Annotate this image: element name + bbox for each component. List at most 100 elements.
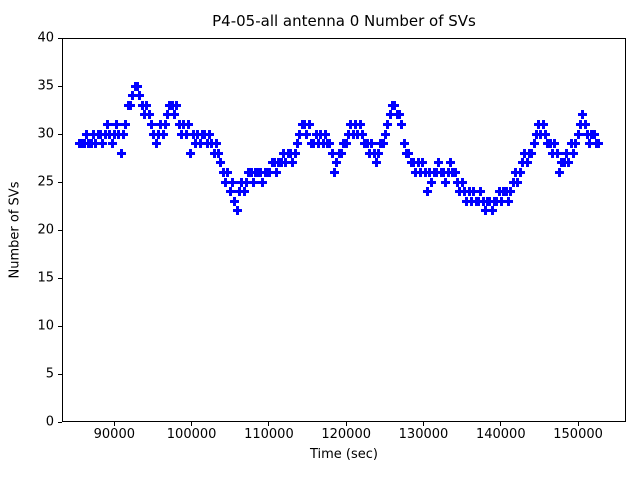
data-point	[371, 158, 381, 168]
data-point	[538, 119, 548, 129]
data-point	[573, 129, 583, 139]
data-point	[374, 148, 384, 158]
data-point	[200, 129, 210, 139]
data-point	[469, 187, 479, 197]
data-point	[193, 129, 203, 139]
y-tick-label: 35	[37, 78, 54, 94]
data-point	[550, 139, 560, 149]
data-point	[316, 129, 326, 139]
data-point	[258, 177, 268, 187]
data-point	[443, 167, 453, 177]
data-point	[320, 129, 330, 139]
data-point	[364, 148, 374, 158]
data-point	[302, 129, 312, 139]
y-tick	[58, 85, 62, 87]
data-point	[497, 196, 507, 206]
data-point	[116, 148, 126, 158]
data-point	[304, 119, 314, 129]
data-point	[504, 196, 514, 206]
data-point	[95, 129, 105, 139]
data-point	[149, 129, 159, 139]
y-tick	[58, 229, 62, 231]
data-point	[487, 206, 497, 216]
data-point	[170, 110, 180, 120]
data-point	[190, 139, 200, 149]
data-point	[529, 139, 539, 149]
data-point	[357, 129, 367, 139]
data-point	[408, 158, 418, 168]
data-point	[265, 167, 275, 177]
data-point	[202, 139, 212, 149]
y-tick	[58, 37, 62, 39]
data-point	[439, 167, 449, 177]
data-point	[390, 100, 400, 110]
data-point	[137, 100, 147, 110]
data-point	[513, 177, 523, 187]
data-point	[98, 139, 108, 149]
data-point	[100, 129, 110, 139]
data-point	[561, 148, 571, 158]
data-point	[552, 148, 562, 158]
data-point	[105, 129, 115, 139]
data-point	[411, 167, 421, 177]
data-point	[395, 110, 405, 120]
data-point	[462, 196, 472, 206]
plot-area	[62, 38, 626, 422]
x-axis-label: Time (sec)	[309, 447, 378, 462]
data-point	[545, 139, 555, 149]
data-point	[163, 110, 173, 120]
y-tick	[58, 325, 62, 327]
data-point	[348, 129, 358, 139]
data-point	[344, 129, 354, 139]
data-point	[485, 196, 495, 206]
data-point	[223, 167, 233, 177]
data-point	[422, 187, 432, 197]
data-point	[216, 158, 226, 168]
data-point	[555, 167, 565, 177]
data-point	[578, 110, 588, 120]
data-point	[527, 148, 537, 158]
data-point	[311, 129, 321, 139]
data-point	[564, 158, 574, 168]
data-point	[186, 148, 196, 158]
data-point	[276, 158, 286, 168]
data-point	[520, 148, 530, 158]
data-point	[135, 91, 145, 101]
data-point	[86, 139, 96, 149]
data-point	[541, 129, 551, 139]
y-tick	[58, 373, 62, 375]
data-point	[466, 196, 476, 206]
x-tick	[345, 422, 347, 426]
x-tick-label: 90000	[93, 427, 135, 442]
x-tick-label: 150000	[553, 427, 603, 442]
data-point	[144, 110, 154, 120]
data-point	[353, 129, 363, 139]
data-point	[327, 148, 337, 158]
chart-title: P4-05-all antenna 0 Number of SVs	[212, 12, 476, 30]
data-point	[181, 129, 191, 139]
data-point	[228, 177, 238, 187]
data-point	[589, 129, 599, 139]
x-tick-label: 100000	[166, 427, 217, 442]
data-point	[325, 139, 335, 149]
data-point	[156, 119, 166, 129]
data-point	[531, 129, 541, 139]
data-point	[441, 177, 451, 187]
x-tick	[500, 422, 502, 426]
data-point	[420, 167, 430, 177]
data-point	[239, 187, 249, 197]
data-point	[295, 129, 305, 139]
data-point	[455, 187, 465, 197]
x-tick-label: 120000	[321, 427, 372, 442]
data-point	[378, 139, 388, 149]
data-point	[114, 129, 124, 139]
data-point	[346, 119, 356, 129]
data-point	[536, 129, 546, 139]
data-point	[151, 139, 161, 149]
y-tick-label: 5	[45, 366, 54, 382]
data-point	[383, 119, 393, 129]
data-point	[575, 119, 585, 129]
data-point	[309, 139, 319, 149]
data-point	[184, 119, 194, 129]
